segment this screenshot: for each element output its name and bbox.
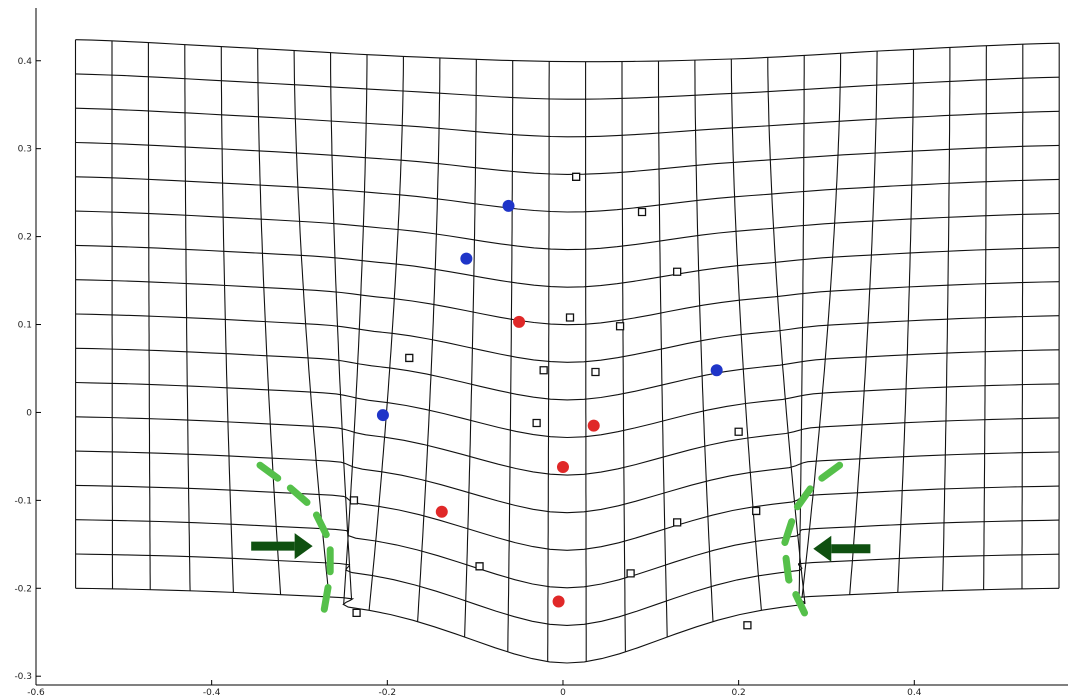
mesh-column-line <box>942 47 951 591</box>
mesh-row-line <box>75 141 1060 175</box>
mesh-column-line <box>547 61 550 662</box>
mesh-column-line <box>507 60 514 652</box>
blue-point <box>460 252 473 265</box>
mesh-row-line <box>75 416 1060 476</box>
mesh-column-line <box>293 50 330 597</box>
y-tick-label: -0.3 <box>14 672 32 682</box>
mesh-row-line <box>75 73 1060 100</box>
red-point <box>587 419 600 432</box>
blue-point <box>710 364 723 377</box>
y-tick-label: 0.2 <box>18 233 32 243</box>
mesh-column-line <box>111 40 114 589</box>
mesh-column-line <box>694 60 714 622</box>
mesh-row-line <box>75 210 1060 251</box>
annotations <box>251 461 871 617</box>
open-square-point <box>572 172 581 181</box>
deformed-mesh <box>74 39 1060 664</box>
arrow-head <box>294 533 313 560</box>
open-square-point <box>743 621 752 630</box>
mesh-column-line <box>368 56 404 611</box>
open-square-point <box>626 569 635 578</box>
y-tick-label: 0 <box>26 408 32 418</box>
open-square-point <box>475 562 484 571</box>
open-square-point <box>734 427 743 436</box>
green-dashed-arc-left <box>256 461 334 614</box>
mesh-column-line <box>798 55 805 600</box>
mesh-column-line <box>343 54 368 604</box>
y-tick-label: 0.3 <box>18 145 32 155</box>
mesh-row-line <box>75 450 1060 514</box>
mesh-column-line <box>621 61 626 652</box>
green-arrow-right-icon <box>251 533 313 560</box>
open-square-point <box>673 518 682 527</box>
mesh-column-line <box>801 53 842 597</box>
mesh-column-line <box>220 46 234 593</box>
x-tick-label: 0.2 <box>731 688 745 698</box>
mesh-column-line <box>147 42 151 590</box>
red-point <box>513 315 526 328</box>
y-tick-label: 0.4 <box>18 57 33 67</box>
x-tick-label: 0 <box>560 688 566 698</box>
x-tick-label: -0.6 <box>27 688 45 698</box>
x-tick-label: 0.4 <box>907 688 922 698</box>
mesh-row-line <box>75 39 1060 63</box>
mesh-column-line <box>330 52 353 600</box>
red-point <box>435 505 448 518</box>
mesh-column-line <box>1021 44 1024 589</box>
mesh-column-line <box>897 49 915 593</box>
mesh-row-line <box>75 313 1060 363</box>
open-square-point <box>637 207 647 217</box>
y-tick-label: 0.1 <box>18 321 32 331</box>
open-square-point <box>405 353 414 363</box>
open-square-point <box>615 322 625 331</box>
mesh-row-line <box>75 347 1060 401</box>
mesh-column-line <box>417 57 441 622</box>
blue-point <box>502 199 515 212</box>
mesh-row-line <box>75 279 1060 326</box>
open-square-point <box>539 366 548 375</box>
mesh-row-line <box>75 519 1060 589</box>
open-square-point <box>591 367 600 377</box>
open-square-point <box>565 313 575 322</box>
y-tick-label: -0.2 <box>14 584 32 594</box>
open-square-point <box>752 506 761 516</box>
mesh-column-line <box>184 44 191 591</box>
mesh-row-line <box>75 587 1060 664</box>
mesh-column-line <box>767 57 806 604</box>
mesh-column-line <box>983 45 987 590</box>
open-square-point <box>352 608 361 618</box>
mesh-row-line <box>75 553 1060 626</box>
mesh-column-line <box>585 61 587 662</box>
mesh-row-line <box>75 244 1060 288</box>
y-tick-label: -0.1 <box>14 496 32 506</box>
red-point <box>556 460 569 473</box>
mesh-column-line <box>730 58 762 611</box>
x-tick-label: -0.4 <box>203 688 221 698</box>
open-square-point <box>673 267 682 276</box>
green-dashed-arc-right <box>780 461 844 617</box>
red-point <box>552 595 565 608</box>
mesh-row-line <box>75 176 1060 213</box>
data-points <box>349 172 761 630</box>
mesh-row-line <box>75 484 1060 551</box>
mesh-column-line <box>464 59 477 638</box>
green-arrow-left-icon <box>813 535 871 562</box>
arrow-head <box>813 535 832 562</box>
x-tick-label: -0.2 <box>379 688 397 698</box>
open-square-point <box>349 496 359 505</box>
mesh-column-line <box>657 61 668 638</box>
mesh-row-line <box>75 107 1060 138</box>
mesh-column-line <box>849 51 878 595</box>
axes: -0.3 -0.2 -0.1 0 0.1 0.2 0.3 0.4 -0.6 -0.4 -0.2 0 0.… <box>14 8 1068 698</box>
blue-point <box>376 409 389 422</box>
open-square-point <box>532 418 541 428</box>
mesh-row-line <box>75 381 1060 439</box>
mesh-column-line <box>257 48 282 595</box>
